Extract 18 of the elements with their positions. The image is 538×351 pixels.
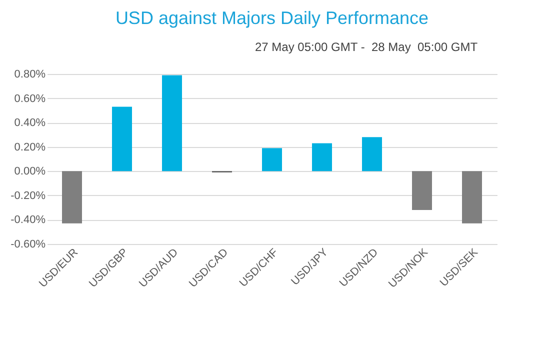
bar xyxy=(162,75,182,172)
y-tick-label: 0.20% xyxy=(14,141,46,154)
bar xyxy=(312,143,332,172)
y-tick-label: -0.40% xyxy=(10,214,46,226)
y-tick-label: -0.60% xyxy=(10,238,46,250)
bar xyxy=(412,171,432,210)
y-tick-label: 0.80% xyxy=(14,68,46,80)
bar xyxy=(62,171,82,224)
chart-subtitle: 27 May 05:00 GMT - 28 May 05:00 GMT xyxy=(255,40,478,54)
y-tick-label: 0.40% xyxy=(14,117,46,130)
y-tick-label: 0.60% xyxy=(14,92,46,105)
bar xyxy=(462,171,482,224)
chart-title: USD against Majors Daily Performance xyxy=(115,8,429,28)
bar xyxy=(262,148,282,172)
bar xyxy=(112,106,132,172)
y-tick-label: -0.20% xyxy=(10,190,46,202)
bar xyxy=(362,137,382,172)
y-tick-label: 0.00% xyxy=(14,166,46,178)
